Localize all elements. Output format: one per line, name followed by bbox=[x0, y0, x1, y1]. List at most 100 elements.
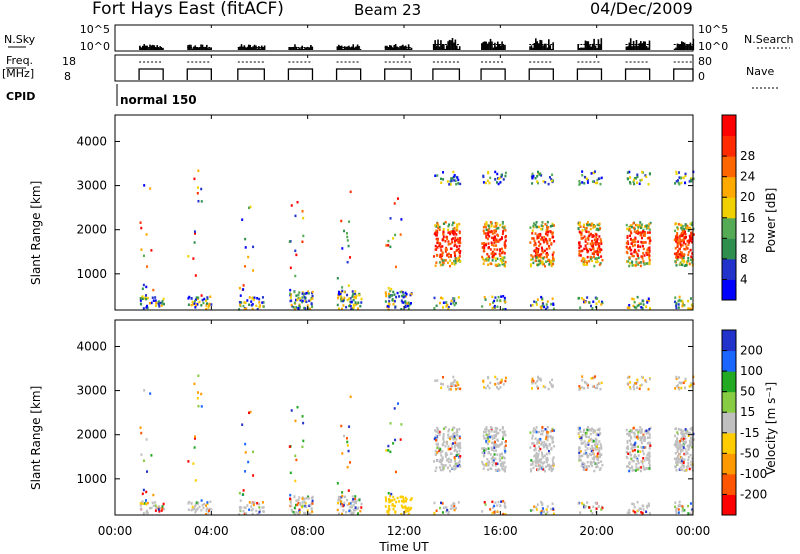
scatter-point bbox=[207, 511, 210, 514]
scatter-point bbox=[648, 461, 651, 464]
scatter-point bbox=[442, 230, 445, 233]
scatter-point bbox=[634, 469, 637, 472]
scatter-point bbox=[596, 238, 599, 241]
scatter-point bbox=[589, 447, 592, 451]
scatter-point bbox=[242, 288, 245, 291]
scatter-point bbox=[298, 496, 301, 499]
scatter-point bbox=[205, 304, 208, 307]
scatter-point bbox=[586, 453, 589, 457]
scatter-point bbox=[141, 500, 144, 503]
scatter-point bbox=[152, 493, 155, 497]
scatter-point bbox=[484, 232, 487, 235]
scatter-point bbox=[154, 509, 157, 512]
nsky-bar bbox=[262, 47, 264, 50]
scatter-point bbox=[596, 240, 599, 243]
scatter-point bbox=[491, 253, 494, 257]
scatter-point bbox=[482, 467, 485, 470]
scatter-point bbox=[162, 507, 165, 511]
scatter-point bbox=[637, 263, 640, 266]
scatter-point bbox=[648, 172, 651, 176]
scatter-point bbox=[348, 502, 351, 505]
nsky-bar bbox=[584, 40, 587, 50]
scatter-point bbox=[499, 454, 502, 458]
scatter-point bbox=[588, 234, 591, 237]
scatter-point bbox=[640, 436, 643, 440]
scatter-point bbox=[629, 467, 632, 470]
scatter-point bbox=[497, 500, 500, 504]
scatter-point bbox=[494, 296, 497, 299]
scatter-point bbox=[537, 386, 540, 390]
scatter-point bbox=[304, 512, 307, 515]
scatter-point bbox=[482, 430, 485, 434]
scatter-point bbox=[647, 441, 650, 445]
scatter-point bbox=[347, 284, 350, 287]
scatter-point bbox=[638, 302, 641, 305]
scatter-point bbox=[492, 449, 495, 452]
scatter-point bbox=[483, 453, 486, 457]
scatter-point bbox=[530, 264, 533, 268]
scatter-point bbox=[501, 232, 504, 236]
scatter-point bbox=[240, 506, 243, 509]
scatter-point bbox=[590, 453, 593, 457]
scatter-point bbox=[639, 439, 642, 442]
scatter-point bbox=[535, 225, 538, 229]
scatter-point bbox=[442, 228, 445, 231]
scatter-point bbox=[352, 298, 355, 302]
scatter-point bbox=[677, 223, 680, 226]
scatter-point bbox=[678, 176, 681, 179]
scatter-point bbox=[686, 240, 689, 243]
scatter-point bbox=[441, 253, 444, 256]
station-title: Fort Hays East (fitACF) bbox=[92, 0, 284, 19]
scatter-point bbox=[481, 460, 484, 464]
scatter-point bbox=[530, 258, 533, 261]
scatter-point bbox=[546, 240, 549, 244]
nsky-bar bbox=[263, 45, 266, 50]
range-tick-label: 1000 bbox=[76, 472, 107, 486]
scatter-point bbox=[633, 230, 636, 233]
scatter-point bbox=[302, 439, 305, 443]
scatter-point bbox=[502, 226, 505, 230]
scatter-point bbox=[596, 428, 599, 432]
scatter-point bbox=[492, 238, 495, 242]
scatter-point bbox=[447, 436, 450, 439]
scatter-point bbox=[244, 265, 247, 268]
scatter-point bbox=[546, 251, 549, 255]
scatter-point bbox=[543, 264, 546, 268]
scatter-point bbox=[590, 248, 593, 252]
nsky-bar bbox=[239, 46, 241, 50]
nsky-bar bbox=[638, 43, 641, 50]
scatter-point bbox=[681, 259, 684, 262]
scatter-point bbox=[141, 492, 144, 496]
scatter-point bbox=[533, 300, 536, 303]
scatter-point bbox=[545, 247, 548, 251]
scatter-point bbox=[680, 181, 683, 185]
scatter-point bbox=[629, 176, 632, 179]
scatter-point bbox=[642, 452, 645, 456]
scatter-point bbox=[585, 452, 588, 455]
scatter-point bbox=[633, 178, 636, 182]
scatter-point bbox=[441, 450, 444, 453]
scatter-point bbox=[490, 241, 493, 244]
scatter-point bbox=[674, 236, 677, 239]
scatter-point bbox=[454, 464, 457, 468]
scatter-point bbox=[680, 504, 683, 508]
scatter-point bbox=[242, 489, 245, 492]
scatter-point bbox=[354, 290, 357, 293]
scatter-point bbox=[440, 460, 443, 463]
scatter-point bbox=[551, 429, 554, 433]
nsky-bar bbox=[208, 48, 211, 50]
scatter-point bbox=[456, 223, 459, 227]
scatter-point bbox=[501, 467, 504, 471]
scatter-point bbox=[549, 466, 552, 470]
scatter-point bbox=[341, 299, 344, 303]
scatter-point bbox=[675, 443, 678, 446]
scatter-point bbox=[486, 442, 489, 446]
scatter-point bbox=[633, 305, 636, 309]
scatter-point bbox=[456, 442, 459, 445]
scatter-point bbox=[139, 502, 142, 505]
scatter-point bbox=[538, 253, 541, 256]
nsky-bar bbox=[403, 46, 406, 50]
scatter-point bbox=[441, 258, 444, 262]
scatter-point bbox=[400, 423, 403, 426]
